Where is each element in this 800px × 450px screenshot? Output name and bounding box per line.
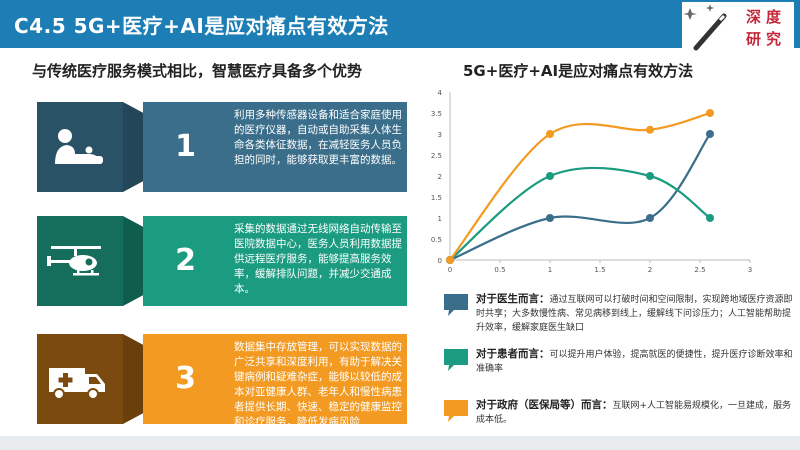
- data-point-3: [546, 130, 554, 138]
- y-tick-label: 2: [438, 173, 442, 181]
- left-section-title: 与传统医疗服务模式相比，智慧医疗具备多个优势: [32, 62, 363, 80]
- footer-bar: [0, 436, 800, 450]
- patient-care-icon: [55, 129, 103, 164]
- item-description: 利用多种传感器设备和适合家庭使用的医疗仪器，自动或自助采集人体生命各类体征数据，…: [234, 109, 402, 166]
- logo-char: 究: [766, 30, 782, 48]
- y-tick-label: 1.5: [431, 194, 442, 202]
- item-ribbon: [37, 102, 123, 192]
- advantage-item-2: 2 采集的数据通过无线网络自动传输至医院数据中心，医务人员利用数据提供远程医疗服…: [37, 216, 407, 306]
- item-description: 采集的数据通过无线网络自动传输至医院数据中心，医务人员利用数据提供远程医疗服务，…: [234, 223, 402, 295]
- text-box: 利用多种传感器设备和适合家庭使用的医疗仪器，自动或自助采集人体生命各类体征数据，…: [228, 102, 407, 192]
- data-point-3: [646, 125, 654, 134]
- x-tick-label: 2: [648, 266, 652, 274]
- item-number: 1: [175, 129, 196, 164]
- legend-heading: 对于政府（医保局等）而言：: [476, 399, 613, 411]
- number-box: 1: [143, 102, 228, 192]
- page-title: C4.5 5G+医疗+AI是应对痛点有效方法: [14, 14, 389, 38]
- data-point-2: [546, 172, 554, 180]
- advantage-item-3: 3 数据集中存放管理，可以实现数据的广泛共享和深度利用，有助于解决关键病例和疑难…: [37, 334, 407, 428]
- ribbon-fold: [123, 216, 143, 306]
- x-tick-label: 2.5: [694, 266, 705, 274]
- item-description: 数据集中存放管理，可以实现数据的广泛共享和深度利用，有助于解决关键病例和疑难杂症…: [234, 341, 402, 428]
- x-tick-label: 1.5: [594, 266, 605, 274]
- header-bar: C4.5 5G+医疗+AI是应对痛点有效方法: [0, 0, 800, 48]
- number-box: 3: [143, 334, 228, 424]
- y-tick-label: 0: [438, 257, 442, 265]
- data-point-1: [546, 214, 554, 222]
- ribbon-fold: [123, 334, 143, 424]
- speech-bubble-icon: [444, 294, 468, 316]
- item-number: 2: [175, 243, 196, 278]
- legend-body: 可以提升用户体验，提高就医的便捷性，提升医疗诊断效率和准确率: [476, 350, 793, 374]
- data-point-3: [706, 109, 714, 117]
- item-ribbon: [37, 216, 123, 306]
- legend-body: 通过互联网可以打破时间和空间限制，实现跨地域医疗资源即时共享；大多数慢性病、常见…: [476, 295, 793, 333]
- speech-bubble-icon: [444, 349, 468, 371]
- speech-bubble-icon: [444, 400, 468, 422]
- y-tick-label: 3: [438, 131, 442, 139]
- item-number: 3: [175, 361, 196, 396]
- item-ribbon: [37, 334, 123, 424]
- legend-heading: 对于患者而言：: [476, 348, 550, 360]
- data-point-2: [646, 172, 654, 180]
- y-tick-label: 4: [438, 89, 443, 97]
- y-tick-label: 0.5: [431, 236, 442, 244]
- line-chart: 0 0.5 1 1.5 2 2.5 3 3.5 4 0 0.5 1 1.5 2 2.5 3: [431, 89, 752, 274]
- logo-char: 度: [766, 8, 782, 26]
- data-point-2: [706, 214, 714, 222]
- x-tick-label: 0.5: [494, 266, 505, 274]
- x-tick-label: 0: [448, 266, 452, 274]
- series-line-2: [449, 166, 711, 261]
- advantage-item-1: 1 利用多种传感器设备和适合家庭使用的医疗仪器，自动或自助采集人体生命各类体征数…: [37, 102, 407, 192]
- y-tick-label: 1: [438, 215, 442, 223]
- legend-text: 对于患者而言：可以提升用户体验，提高就医的便捷性，提升医疗诊断效率和准确率: [476, 347, 794, 376]
- brand-logo: 深 度 研 究: [682, 2, 794, 60]
- text-box: 采集的数据通过无线网络自动传输至医院数据中心，医务人员利用数据提供远程医疗服务，…: [228, 216, 407, 306]
- legend-text: 对于医生而言：通过互联网可以打破时间和空间限制，实现跨地域医疗资源即时共享；大多…: [476, 292, 794, 335]
- legend-text: 对于政府（医保局等）而言：互联网+人工智能易规模化，一旦建成，服务成本低。: [476, 398, 794, 427]
- legend-body: 互联网+人工智能易规模化，一旦建成，服务成本低。: [476, 401, 792, 425]
- number-box: 2: [143, 216, 228, 306]
- ribbon-fold: [123, 102, 143, 192]
- data-point-1: [706, 130, 714, 138]
- text-box: 数据集中存放管理，可以实现数据的广泛共享和深度利用，有助于解决关键病例和疑难杂症…: [228, 334, 407, 428]
- x-tick-label: 1: [548, 266, 552, 274]
- y-tick-label: 3.5: [431, 110, 442, 118]
- logo-char: 研: [746, 30, 762, 48]
- helicopter-icon: [47, 246, 101, 276]
- ambulance-icon: [49, 368, 105, 400]
- series-line-1: [449, 133, 711, 262]
- y-tick-label: 2.5: [431, 152, 442, 160]
- data-point-1: [646, 214, 654, 222]
- logo-char: 深: [746, 8, 762, 26]
- data-point-3: [446, 256, 454, 264]
- x-tick-label: 3: [748, 266, 752, 274]
- magic-wand-icon: [682, 2, 794, 60]
- legend-heading: 对于医生而言：: [476, 293, 550, 305]
- right-section-title: 5G+医疗+AI是应对痛点有效方法: [463, 62, 694, 80]
- series-line-3: [449, 111, 711, 261]
